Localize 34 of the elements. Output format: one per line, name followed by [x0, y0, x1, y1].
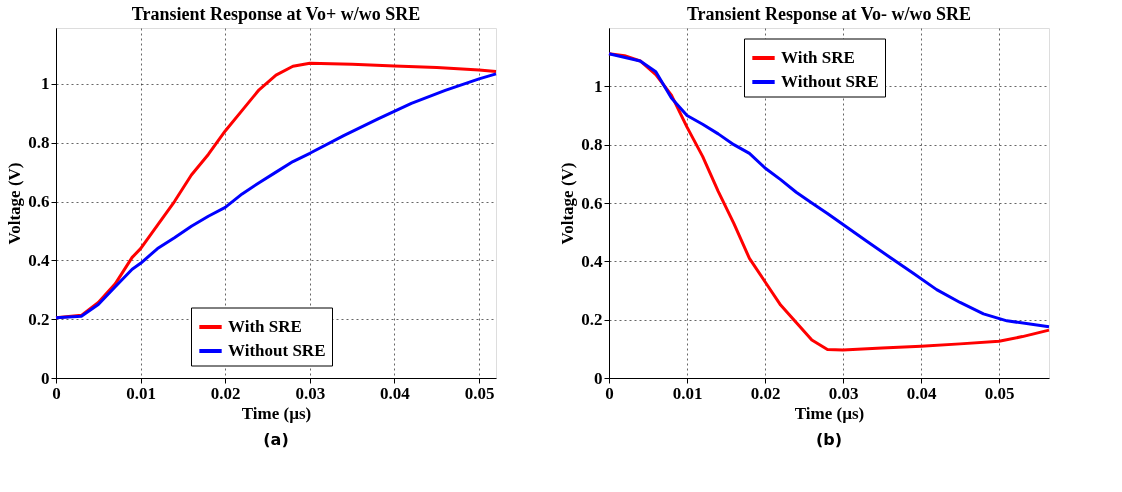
chart-title: Transient Response at Vo- w/wo SRE [686, 4, 972, 24]
legend-label: Without SRE [781, 72, 879, 91]
y-tick-label: 0.6 [28, 192, 50, 212]
text: (a) [263, 430, 289, 449]
y-tick-label: 0.6 [581, 193, 603, 213]
x-tick-label: 0.03 [295, 383, 326, 403]
y-tick-label: 0.4 [581, 251, 603, 271]
y-axis-title: Voltage (V) [558, 162, 578, 245]
x-tick-label: 0.04 [906, 383, 937, 403]
y-tick-label: 0 [41, 368, 50, 388]
x-axis-title: Time (µs) [241, 403, 312, 423]
text: (b) [815, 430, 843, 449]
y-tick-label: 0.2 [581, 310, 603, 330]
y-tick-label: 0 [594, 368, 603, 388]
y-axis-title: Voltage (V) [5, 162, 25, 245]
y-tick-label: 1 [41, 74, 50, 94]
legend-label: Without SRE [228, 341, 326, 360]
y-tick-label: 0.4 [28, 250, 50, 270]
x-tick-label: 0.04 [380, 383, 411, 403]
chart-title: Transient Response at Vo+ w/wo SRE [131, 4, 421, 24]
x-tick-label: 0.05 [464, 383, 495, 403]
x-tick-label: 0.01 [126, 383, 156, 403]
y-tick-label: 0.8 [28, 133, 50, 153]
x-tick-label: 0.02 [750, 383, 781, 403]
x-tick-label: 0.05 [984, 383, 1015, 403]
x-tick-label: 0.02 [210, 383, 241, 403]
legend-label: With SRE [781, 48, 855, 67]
legend-label: With SRE [228, 317, 302, 336]
x-tick-label: 0.03 [828, 383, 859, 403]
y-tick-label: 0.2 [28, 309, 50, 329]
x-tick-label: 0.01 [672, 383, 703, 403]
y-tick-label: 1 [594, 76, 603, 96]
y-tick-label: 0.8 [581, 135, 603, 155]
x-axis-title: Time (µs) [794, 403, 865, 423]
